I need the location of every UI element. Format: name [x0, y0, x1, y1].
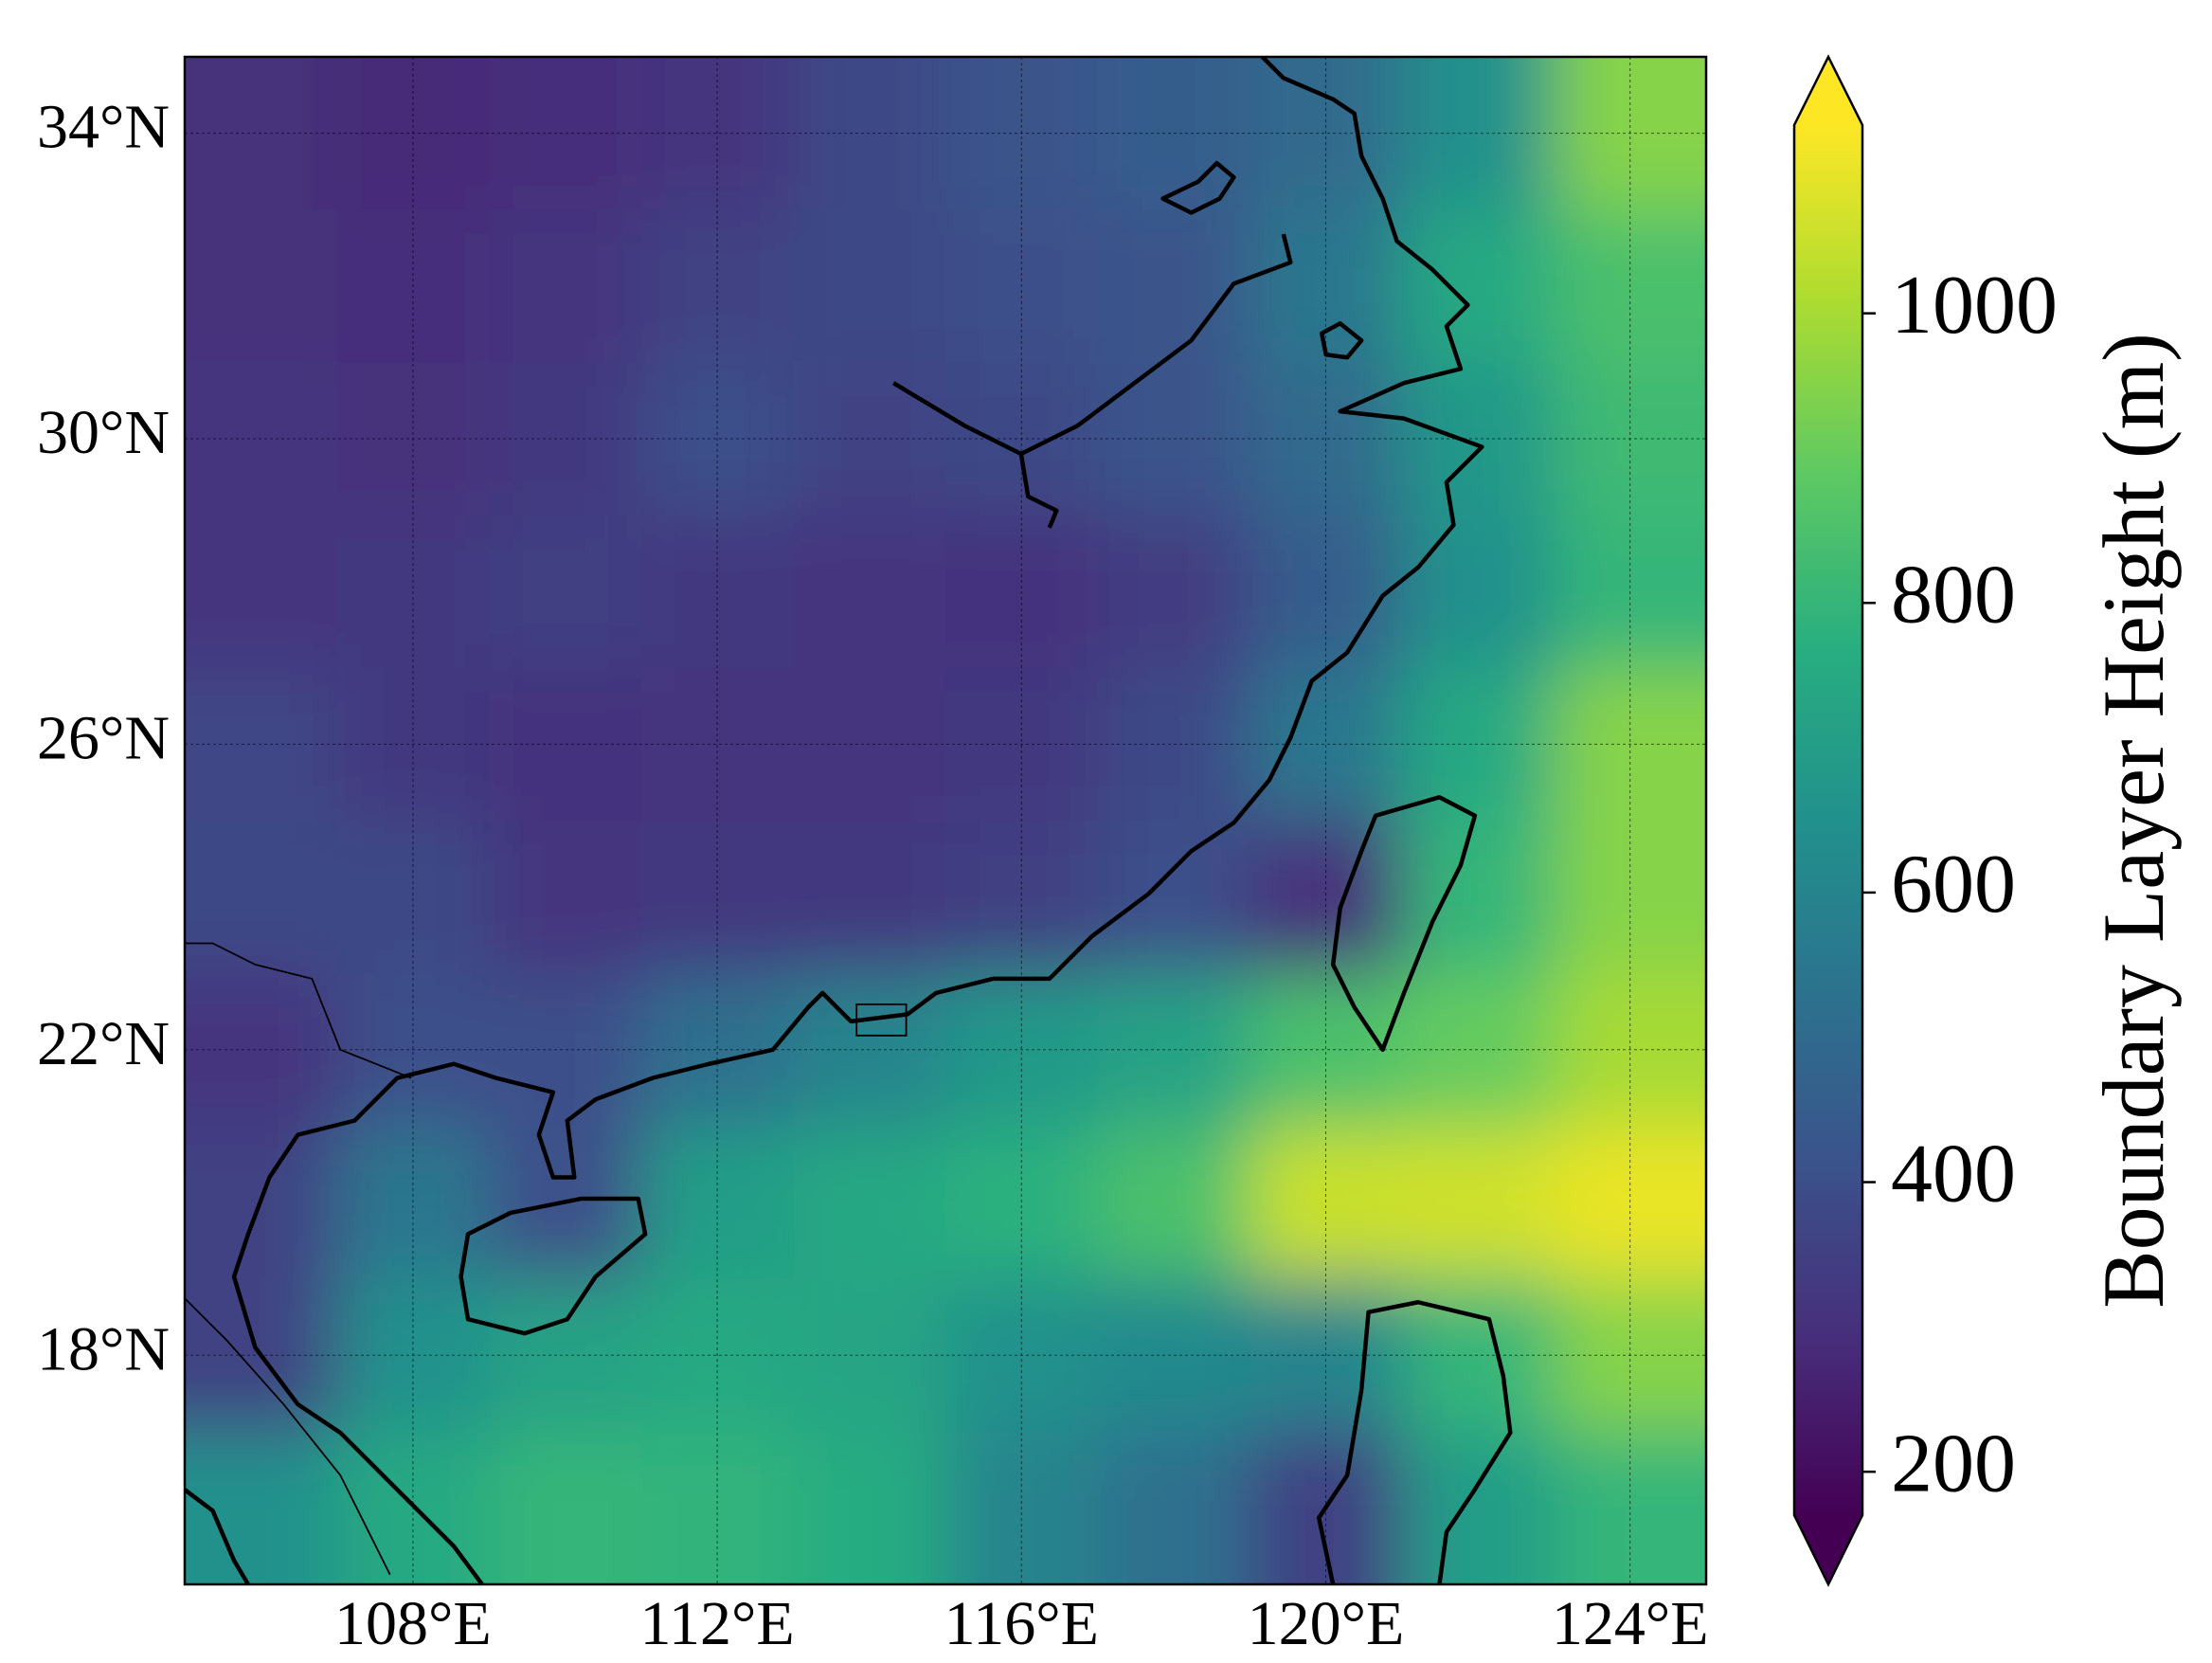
- heat-cell: [185, 515, 338, 669]
- heat-cell: [793, 1126, 946, 1280]
- x-tick-label: 116°E: [944, 1589, 1099, 1658]
- heat-cell: [489, 515, 642, 669]
- plot-frame: [183, 55, 1708, 1586]
- colorbar-tick-label: 600: [1891, 839, 2016, 931]
- coastline: [185, 1488, 250, 1584]
- heat-cell: [1097, 821, 1251, 975]
- colorbar-extend-min: [1794, 1515, 1862, 1584]
- heat-cell: [1401, 362, 1556, 516]
- grid: [185, 57, 1706, 1584]
- heat-cell: [185, 821, 338, 975]
- colorbar-tick-label: 1000: [1891, 260, 2058, 352]
- lake: [1319, 321, 1364, 360]
- heat-cell: [640, 57, 795, 211]
- coastline: [231, 57, 1484, 1584]
- heat-cell: [793, 209, 946, 364]
- coastline: [1018, 453, 1059, 529]
- heat-cell: [1250, 1126, 1403, 1280]
- x-tick-label: 108°E: [334, 1589, 492, 1658]
- heat-cell: [1554, 821, 1706, 975]
- heat-cell: [945, 1126, 1099, 1280]
- heat-cell: [1250, 667, 1403, 822]
- heat-cell: [793, 515, 946, 669]
- heat-cell: [1097, 1126, 1251, 1280]
- x-tick-label: 112°E: [639, 1589, 794, 1658]
- field: [185, 57, 1706, 1584]
- y-tick-label: 30°N: [37, 398, 170, 467]
- heat-cell: [1401, 1431, 1556, 1584]
- colorbar-label: Boundary Layer Height (m): [2085, 333, 2182, 1309]
- heat-cell: [185, 209, 338, 364]
- coastline: [1160, 160, 1236, 215]
- heat-cell: [336, 1126, 491, 1280]
- heat-cell: [336, 515, 491, 669]
- heat-cell: [793, 821, 946, 975]
- y-tick-label: 18°N: [37, 1314, 170, 1383]
- heat-cell: [793, 362, 946, 516]
- heat-cell: [1097, 57, 1251, 211]
- heat-cell: [1554, 1126, 1706, 1280]
- island: [1316, 1300, 1513, 1584]
- heat-cell: [1097, 209, 1251, 364]
- border: [185, 1297, 391, 1576]
- colorbar: 200 400 600 800 1000: [1792, 54, 2058, 1587]
- heat-cell: [1554, 57, 1706, 211]
- heat-cell: [1554, 209, 1706, 364]
- heat-cell: [489, 57, 642, 211]
- heat-cell: [489, 821, 642, 975]
- colorbar-tick-label: 400: [1891, 1129, 2016, 1220]
- colorbar-body: [1794, 125, 1862, 1515]
- heat-cell: [640, 821, 795, 975]
- heat-cell: [945, 821, 1099, 975]
- heat-cell: [489, 1431, 642, 1584]
- heat-cell: [793, 667, 946, 822]
- heat-cell: [336, 209, 491, 364]
- border: [185, 942, 412, 1079]
- heat-cell: [1097, 515, 1251, 669]
- heat-cell: [1250, 821, 1403, 975]
- y-tick-label: 22°N: [37, 1009, 170, 1078]
- colorbar-extend-max: [1794, 57, 1862, 125]
- y-tick-label: 34°N: [37, 93, 170, 162]
- heat-cell: [1097, 1431, 1251, 1584]
- heat-cell: [336, 57, 491, 211]
- heat-cell: [1250, 973, 1403, 1128]
- x-tick-label: 120°E: [1248, 1589, 1405, 1658]
- field-cells: [185, 57, 1706, 1584]
- heat-cell: [1401, 1126, 1556, 1280]
- heat-cell: [1401, 209, 1556, 364]
- heat-cell: [640, 1126, 795, 1280]
- heat-cell: [1401, 57, 1556, 211]
- coastline: [891, 233, 1293, 457]
- island: [1330, 795, 1478, 1053]
- colorbar-tick-label: 200: [1891, 1418, 2016, 1509]
- heat-cell: [640, 667, 795, 822]
- heat-cell: [489, 209, 642, 364]
- island: [459, 1196, 648, 1336]
- heat-cell: [1401, 821, 1556, 975]
- coastlines: [185, 57, 1513, 1584]
- border: [855, 1003, 908, 1037]
- heat-cell: [1401, 515, 1556, 669]
- heat-cell: [793, 1431, 946, 1584]
- heat-cell: [185, 1431, 338, 1584]
- heat-cell: [793, 57, 946, 211]
- heat-cell: [336, 821, 491, 975]
- heat-cell: [1401, 667, 1556, 822]
- heat-cell: [1554, 515, 1706, 669]
- heat-cell: [1401, 973, 1556, 1128]
- y-tick-label: 26°N: [37, 704, 170, 773]
- x-tick-label: 124°E: [1552, 1589, 1709, 1658]
- heat-cell: [793, 1278, 946, 1433]
- heat-cell: [185, 1126, 338, 1280]
- colorbar-outline: [1792, 54, 1864, 1587]
- colorbar-tick-label: 800: [1891, 549, 2016, 641]
